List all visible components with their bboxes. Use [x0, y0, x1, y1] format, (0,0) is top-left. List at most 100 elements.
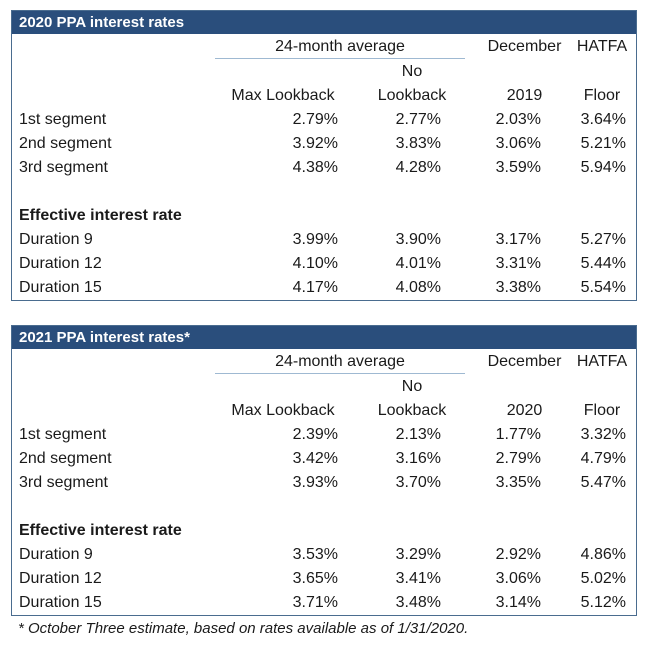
col3-label: 2019 — [506, 87, 543, 104]
cell-max-lookback: 4.10% — [292, 255, 338, 272]
col4-top-label: HATFA — [576, 38, 628, 55]
row-label: Duration 12 — [19, 570, 102, 587]
cell-december: 3.38% — [495, 279, 541, 296]
cell-december: 2.79% — [495, 450, 541, 467]
cell-max-lookback: 3.99% — [292, 231, 338, 248]
table-row: 3rd segment 4.38% 4.28% 3.59% 5.94% — [12, 156, 636, 180]
cell-no-lookback: 3.70% — [395, 474, 441, 491]
table-row: Duration 12 3.65% 3.41% 3.06% 5.02% — [12, 567, 636, 591]
col3-top-label: December — [487, 353, 562, 370]
row-label: Duration 15 — [19, 594, 102, 611]
col1-label: Max Lookback — [231, 402, 335, 419]
col3-top-label: December — [487, 38, 562, 55]
cell-december: 3.17% — [495, 231, 541, 248]
row-label: 3rd segment — [19, 159, 108, 176]
cell-no-lookback: 3.48% — [395, 594, 441, 611]
table-title: 2020 PPA interest rates — [12, 11, 636, 34]
table-row: Duration 15 3.71% 3.48% 3.14% 5.12% — [12, 591, 636, 615]
cell-december: 2.92% — [495, 546, 541, 563]
cell-no-lookback: 2.13% — [395, 426, 441, 443]
footnote: * October Three estimate, based on rates… — [18, 620, 469, 637]
table-2021-ppa-rates: 2021 PPA interest rates* 24-month averag… — [11, 325, 637, 616]
subheading-row: Effective interest rate — [12, 519, 636, 543]
row-label: 2nd segment — [19, 135, 112, 152]
header-row-3: Max Lookback Lookback 2019 Floor — [12, 84, 636, 108]
cell-december: 1.77% — [495, 426, 541, 443]
cell-hatfa: 5.47% — [580, 474, 626, 491]
subheading: Effective interest rate — [19, 207, 182, 224]
row-label: Duration 9 — [19, 546, 93, 563]
cell-hatfa: 3.32% — [580, 426, 626, 443]
cell-max-lookback: 3.42% — [292, 450, 338, 467]
col4-label: Floor — [583, 402, 621, 419]
cell-no-lookback: 3.41% — [395, 570, 441, 587]
cell-no-lookback: 4.28% — [395, 159, 441, 176]
cell-max-lookback: 3.53% — [292, 546, 338, 563]
cell-december: 3.31% — [495, 255, 541, 272]
table-row: 1st segment 2.39% 2.13% 1.77% 3.32% — [12, 423, 636, 447]
header-row-3: Max Lookback Lookback 2020 Floor — [12, 399, 636, 423]
col2-label: Lookback — [377, 402, 447, 419]
cell-no-lookback: 4.08% — [395, 279, 441, 296]
cell-hatfa: 4.79% — [580, 450, 626, 467]
table-row: 2nd segment 3.92% 3.83% 3.06% 5.21% — [12, 132, 636, 156]
cell-december: 3.06% — [495, 135, 541, 152]
cell-max-lookback: 2.79% — [292, 111, 338, 128]
table-2020-ppa-rates: 2020 PPA interest rates 24-month average… — [11, 10, 637, 301]
cell-max-lookback: 2.39% — [292, 426, 338, 443]
header-row-2: No — [12, 60, 636, 84]
cell-december: 3.06% — [495, 570, 541, 587]
cell-max-lookback: 3.71% — [292, 594, 338, 611]
cell-hatfa: 5.27% — [580, 231, 626, 248]
col3-label: 2020 — [506, 402, 543, 419]
col2-top-label: No — [401, 378, 423, 395]
table-row: 2nd segment 3.42% 3.16% 2.79% 4.79% — [12, 447, 636, 471]
table-row: 1st segment 2.79% 2.77% 2.03% 3.64% — [12, 108, 636, 132]
table-title: 2021 PPA interest rates* — [12, 326, 636, 349]
row-label: 3rd segment — [19, 474, 108, 491]
row-label: Duration 15 — [19, 279, 102, 296]
table-row: Duration 9 3.99% 3.90% 3.17% 5.27% — [12, 228, 636, 252]
col2-top-label: No — [401, 63, 423, 80]
col4-label: Floor — [583, 87, 621, 104]
cell-max-lookback: 3.65% — [292, 570, 338, 587]
row-label: 1st segment — [19, 111, 107, 128]
col1-label: Max Lookback — [231, 87, 335, 104]
table-row: Duration 12 4.10% 4.01% 3.31% 5.44% — [12, 252, 636, 276]
group-label: 24-month average — [275, 38, 405, 55]
cell-hatfa: 5.94% — [580, 159, 626, 176]
cell-no-lookback: 4.01% — [395, 255, 441, 272]
cell-hatfa: 5.44% — [580, 255, 626, 272]
header-row-2: No — [12, 375, 636, 399]
group-label: 24-month average — [275, 353, 405, 370]
cell-hatfa: 3.64% — [580, 111, 626, 128]
cell-no-lookback: 3.90% — [395, 231, 441, 248]
table-row: Duration 15 4.17% 4.08% 3.38% 5.54% — [12, 276, 636, 300]
cell-december: 3.14% — [495, 594, 541, 611]
cell-no-lookback: 3.83% — [395, 135, 441, 152]
row-label: Duration 9 — [19, 231, 93, 248]
header-row-1: 24-month average December HATFA — [12, 35, 636, 59]
group-underline — [215, 373, 465, 374]
cell-hatfa: 5.21% — [580, 135, 626, 152]
col4-top-label: HATFA — [576, 353, 628, 370]
cell-hatfa: 5.02% — [580, 570, 626, 587]
cell-no-lookback: 3.29% — [395, 546, 441, 563]
row-label: 2nd segment — [19, 450, 112, 467]
col2-label: Lookback — [377, 87, 447, 104]
subheading: Effective interest rate — [19, 522, 182, 539]
cell-max-lookback: 4.17% — [292, 279, 338, 296]
cell-hatfa: 5.54% — [580, 279, 626, 296]
row-label: 1st segment — [19, 426, 107, 443]
cell-max-lookback: 3.93% — [292, 474, 338, 491]
subheading-row: Effective interest rate — [12, 204, 636, 228]
header-row-1: 24-month average December HATFA — [12, 350, 636, 374]
cell-hatfa: 4.86% — [580, 546, 626, 563]
cell-max-lookback: 4.38% — [292, 159, 338, 176]
cell-hatfa: 5.12% — [580, 594, 626, 611]
cell-december: 3.35% — [495, 474, 541, 491]
cell-no-lookback: 2.77% — [395, 111, 441, 128]
cell-december: 3.59% — [495, 159, 541, 176]
table-row: 3rd segment 3.93% 3.70% 3.35% 5.47% — [12, 471, 636, 495]
cell-no-lookback: 3.16% — [395, 450, 441, 467]
